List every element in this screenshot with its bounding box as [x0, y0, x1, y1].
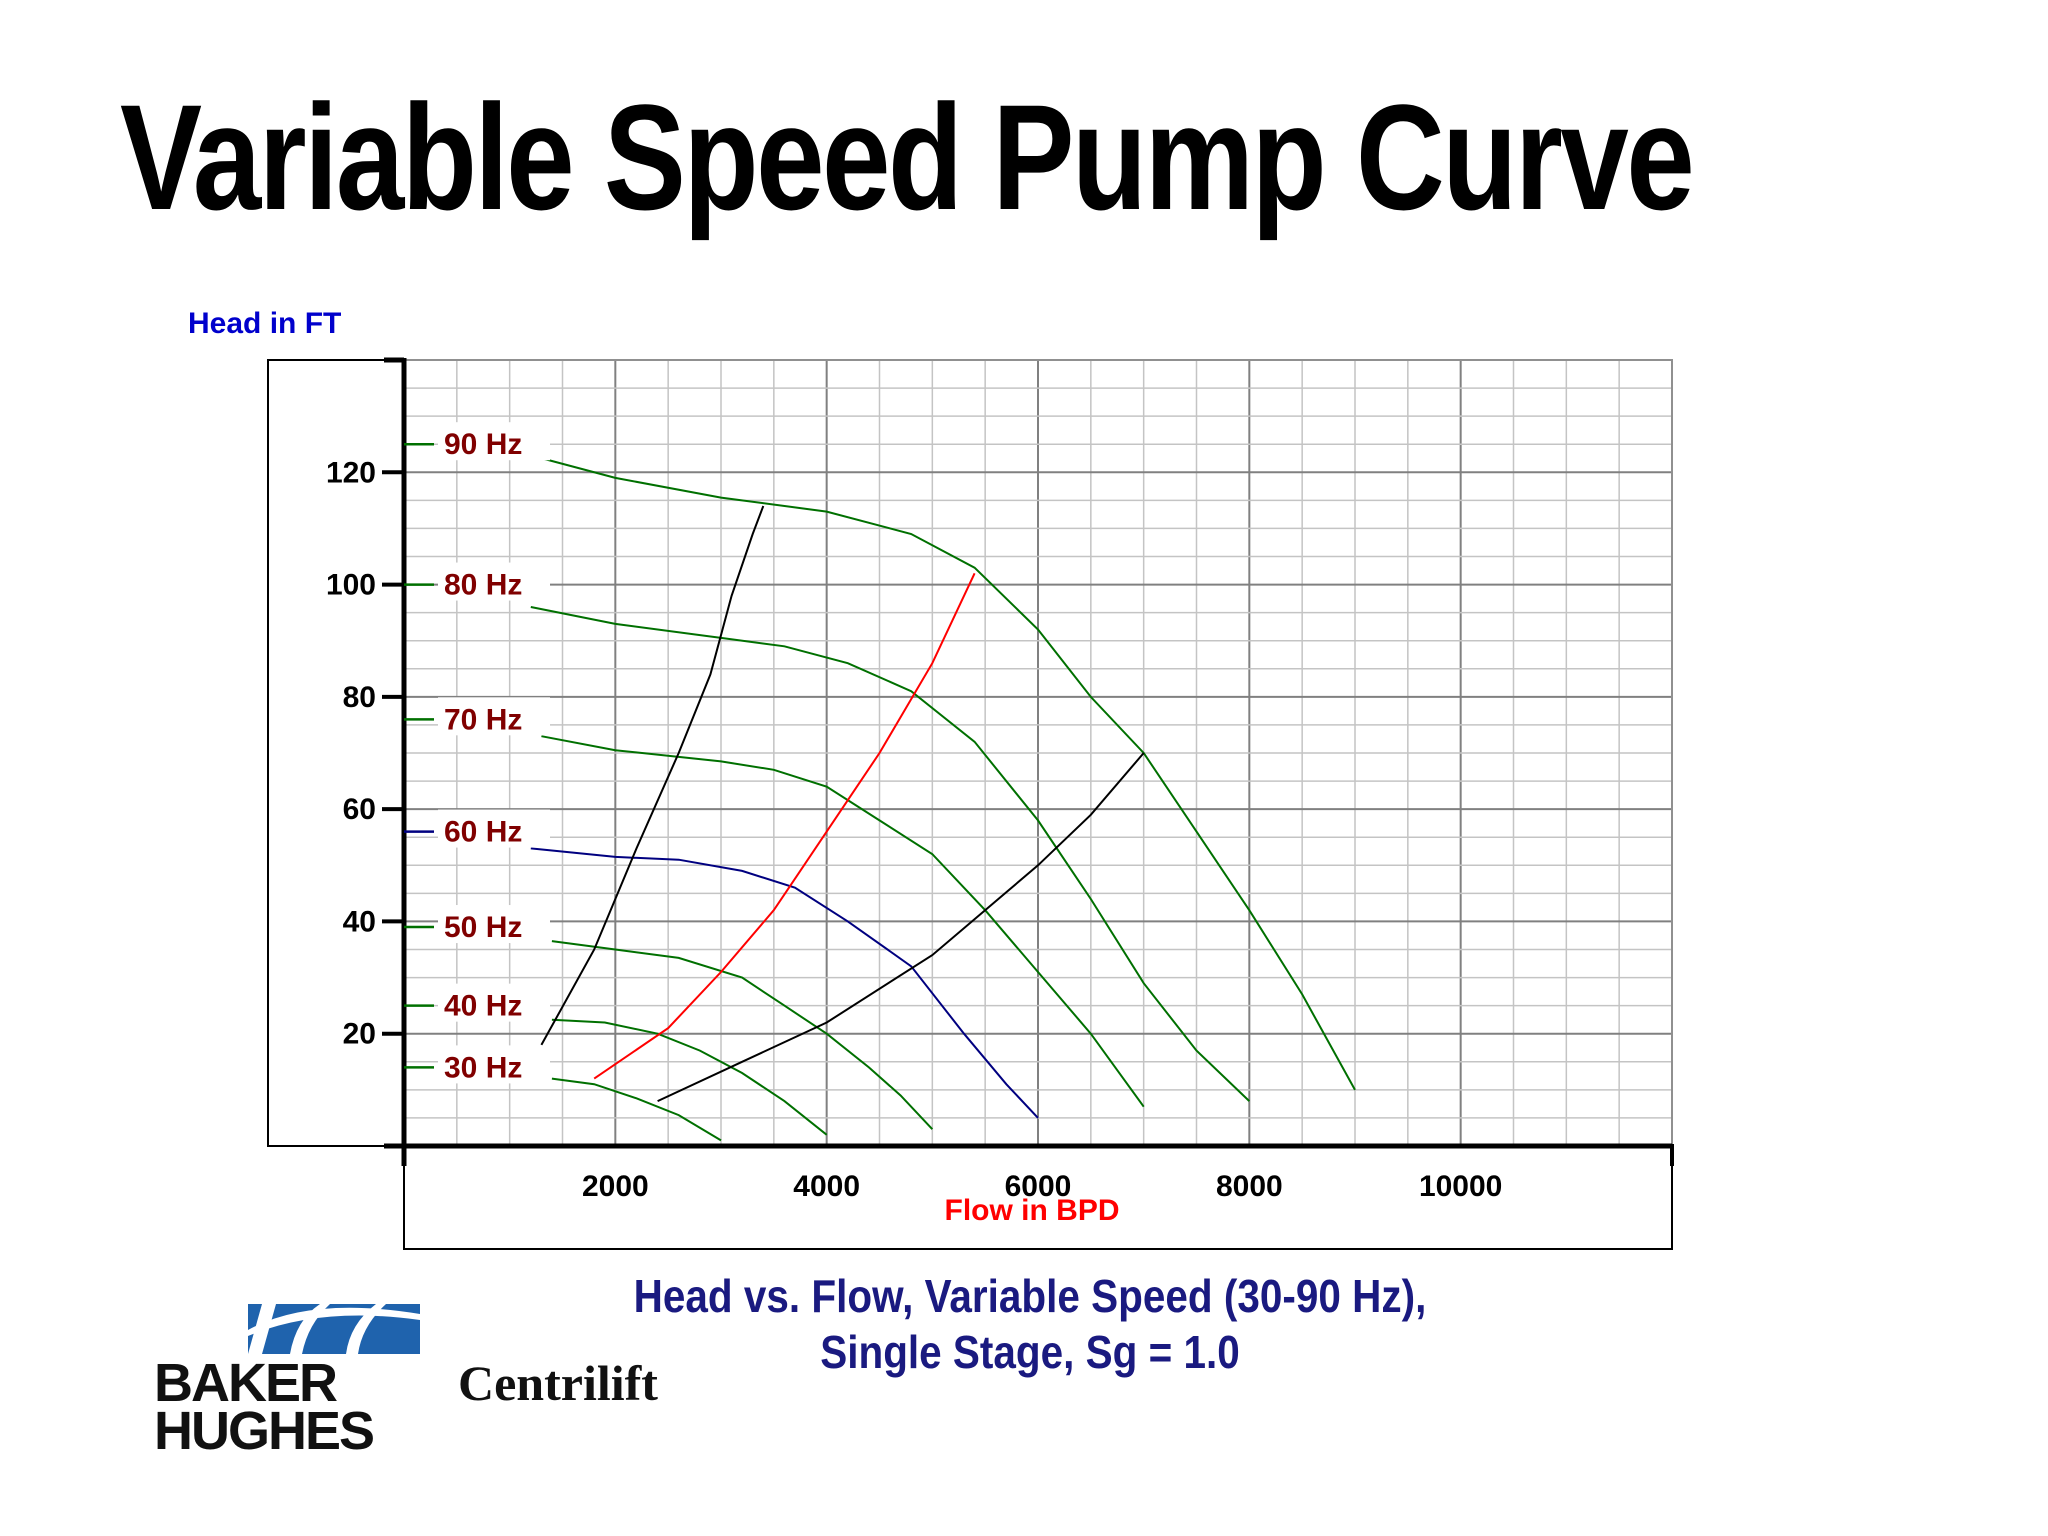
- curve-label-80-hz: 80 Hz: [444, 569, 522, 602]
- y-tick-label: 40: [343, 905, 376, 938]
- label-bg-70-hz: [438, 697, 550, 736]
- x-tick-label: 4000: [793, 1170, 860, 1203]
- reference-line: [657, 752, 1145, 1103]
- x-tick-label: 10000: [1419, 1170, 1502, 1203]
- y-tick-label: 80: [343, 681, 376, 714]
- caption-line-2: Single Stage, Sg = 1.0: [820, 1326, 1240, 1378]
- x-tick-label: 6000: [1005, 1170, 1072, 1203]
- baker-hughes-logo-icon: [248, 1304, 420, 1354]
- y-tick-label: 20: [343, 1018, 376, 1051]
- label-bg-30-hz: [438, 1045, 550, 1084]
- y-axis-label: Head in FT: [188, 307, 341, 340]
- x-tick-label: 2000: [582, 1170, 649, 1203]
- reference-line: [593, 572, 976, 1080]
- slide-title: Variable Speed Pump Curve: [120, 73, 1695, 241]
- curve-40-hz: [551, 1018, 828, 1136]
- x-axis-label: Flow in BPD: [945, 1194, 1120, 1227]
- curve-70-hz: [541, 735, 1145, 1108]
- logo-mark: [248, 1304, 420, 1354]
- curve-90-hz: [530, 454, 1356, 1091]
- y-tick-label: 60: [343, 793, 376, 826]
- label-bg-50-hz: [438, 905, 550, 944]
- curve-label-30-hz: 30 Hz: [444, 1051, 522, 1084]
- curve-label-50-hz: 50 Hz: [444, 911, 522, 944]
- curve-50-hz: [551, 940, 934, 1130]
- label-bg-60-hz: [438, 809, 550, 848]
- y-tick-label: 120: [326, 456, 376, 489]
- curve-label-70-hz: 70 Hz: [444, 703, 522, 736]
- y-tick-label: 100: [326, 569, 376, 602]
- logo-word-hughes: HUGHES: [154, 1401, 375, 1461]
- x-tick-label: 8000: [1216, 1170, 1283, 1203]
- label-bg-90-hz: [438, 422, 550, 461]
- logo-word-baker: BAKER: [154, 1353, 338, 1413]
- caption-line-1: Head vs. Flow, Variable Speed (30-90 Hz)…: [633, 1270, 1427, 1322]
- curve-60-hz: [530, 847, 1039, 1119]
- product-name: Centrilift: [458, 1355, 658, 1411]
- reference-line: [540, 505, 765, 1046]
- curve-label-40-hz: 40 Hz: [444, 990, 522, 1023]
- label-bg-80-hz: [438, 562, 550, 601]
- curve-80-hz: [530, 606, 1250, 1102]
- curve-label-90-hz: 90 Hz: [444, 428, 522, 461]
- curve-30-hz: [551, 1077, 722, 1142]
- label-bg-40-hz: [438, 983, 550, 1022]
- curve-label-60-hz: 60 Hz: [444, 816, 522, 849]
